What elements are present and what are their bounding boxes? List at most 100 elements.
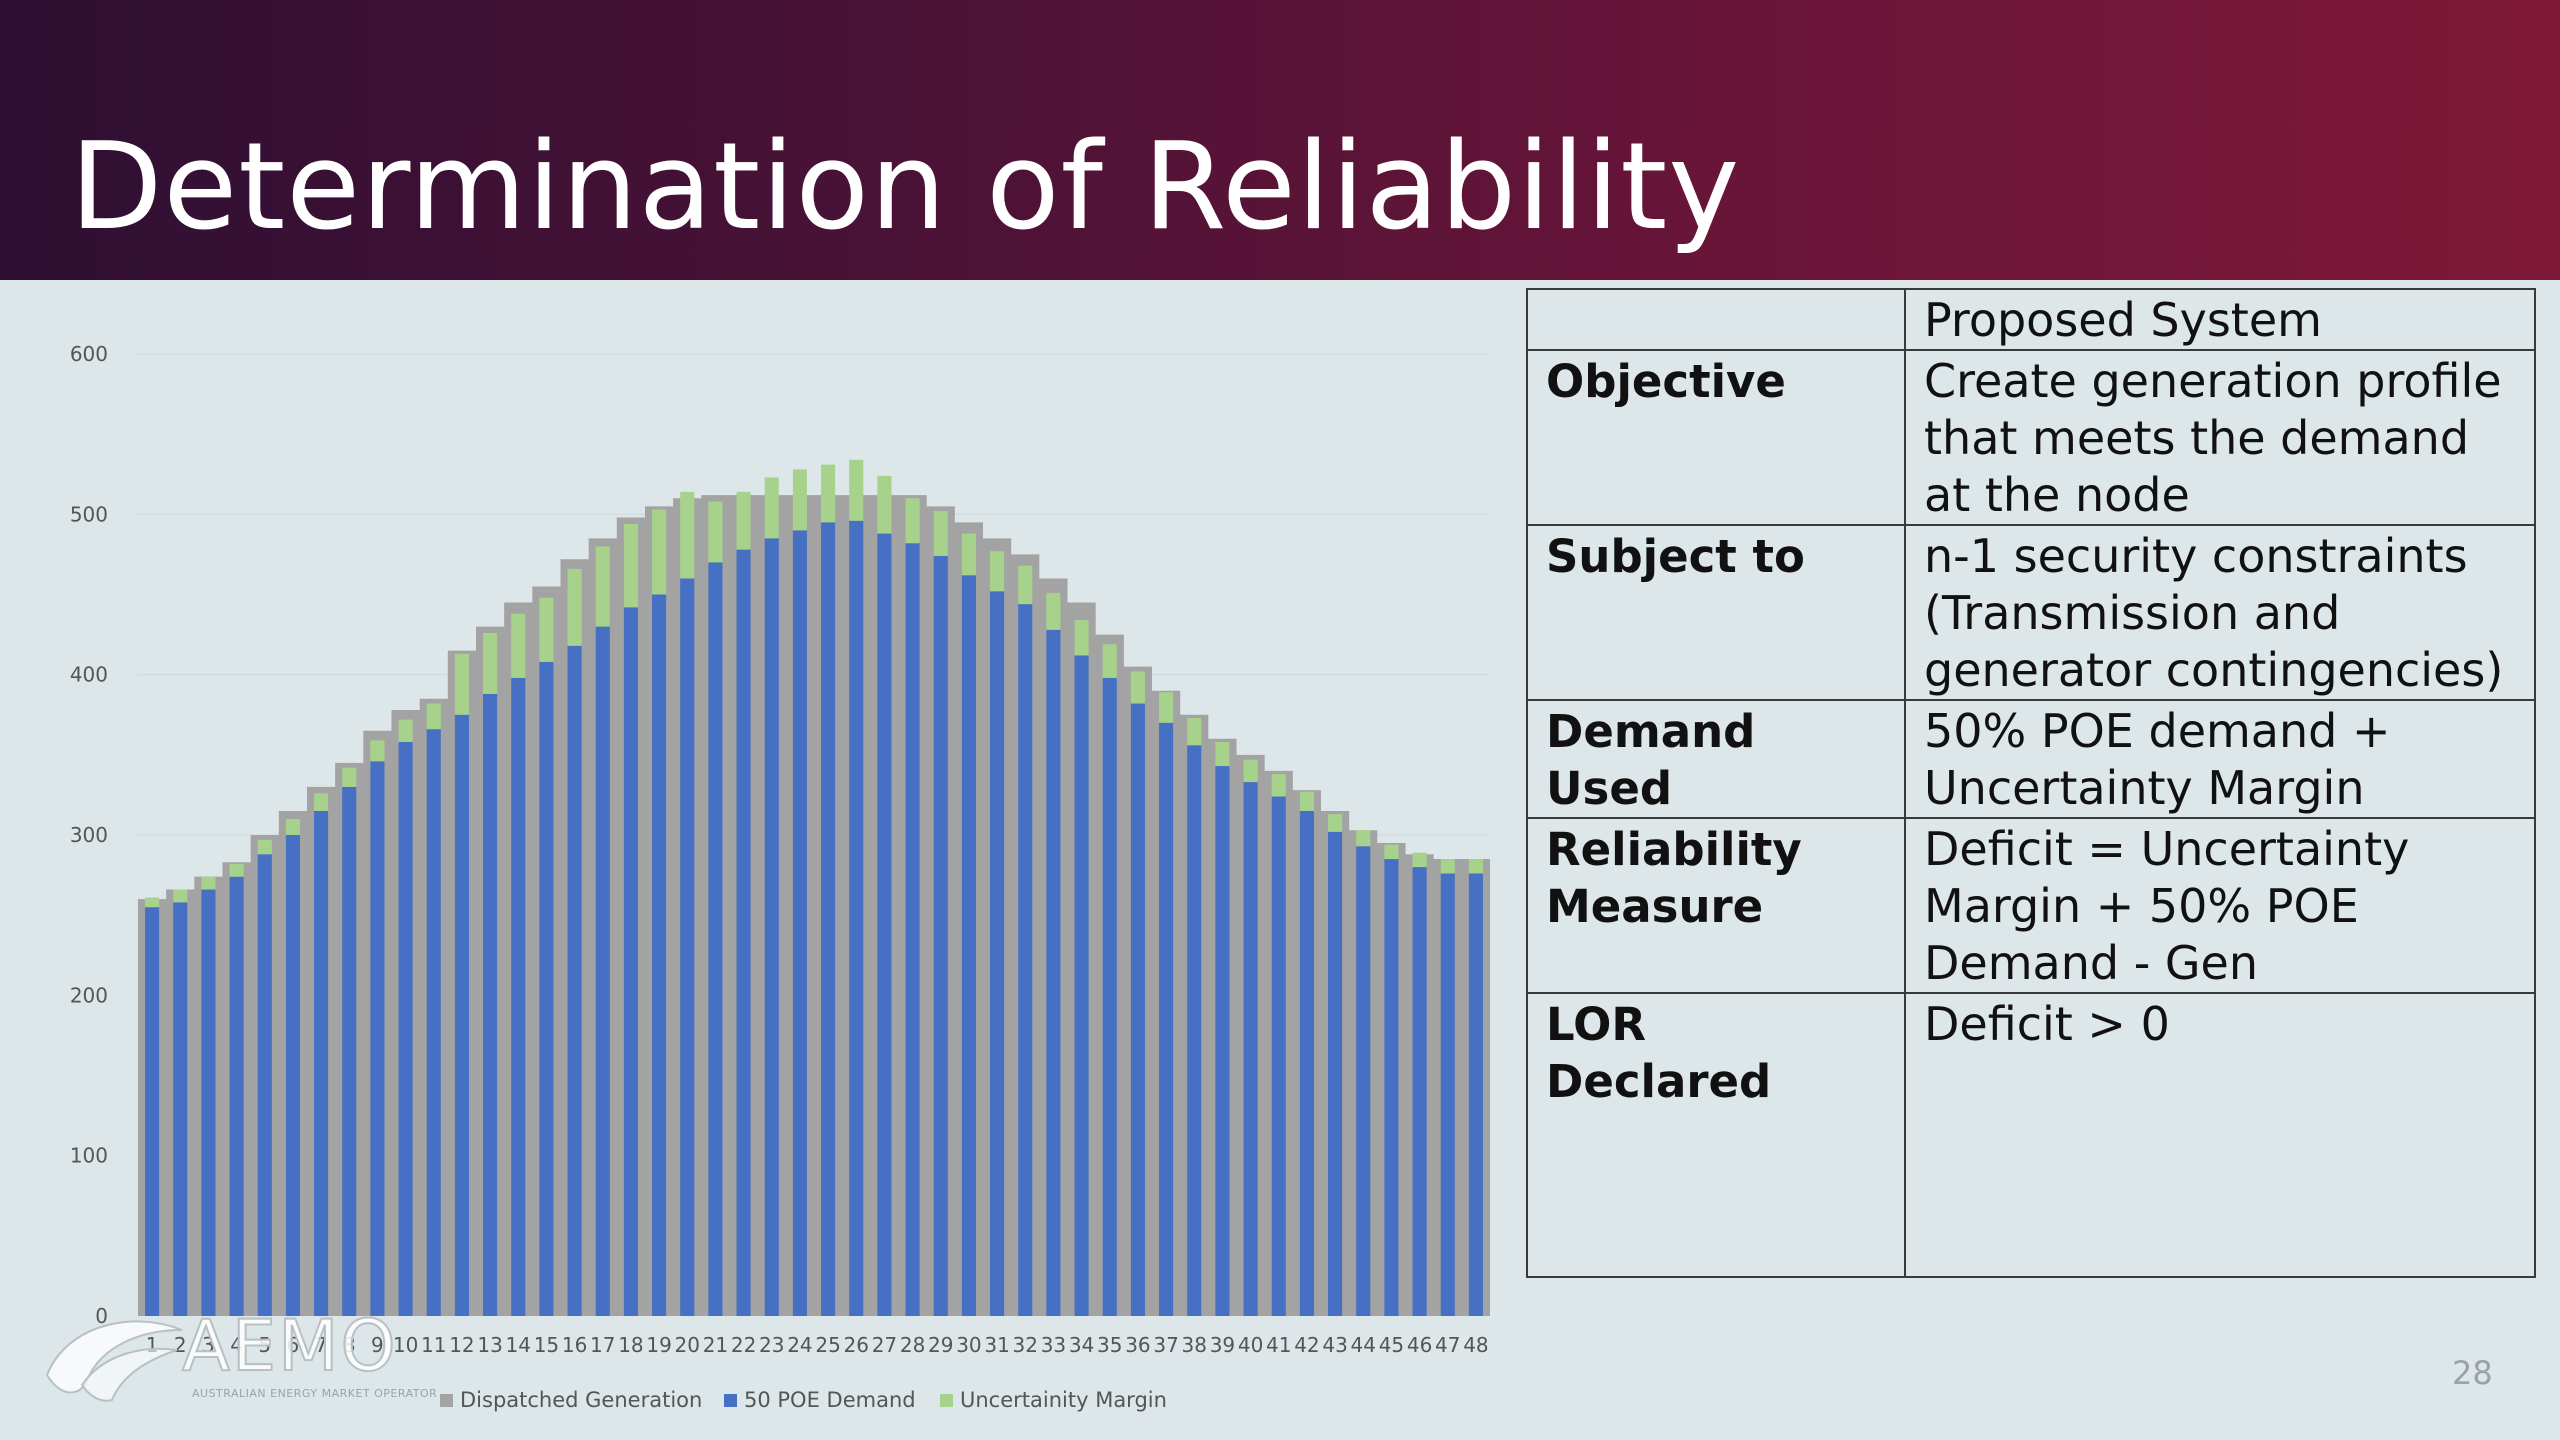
x-tick-label: 48 [1463, 1333, 1488, 1357]
x-tick-label: 41 [1266, 1333, 1291, 1357]
x-tick-label: 27 [872, 1333, 897, 1357]
uncertainty-bar [1159, 692, 1174, 723]
y-tick-label: 600 [70, 342, 108, 366]
uncertainty-bar [370, 740, 385, 762]
x-tick-label: 3 [202, 1333, 215, 1357]
uncertainty-bar [652, 509, 667, 595]
uncertainty-bar [1356, 830, 1371, 847]
table-row-value: Deficit > 0 [1904, 992, 2536, 1278]
demand-bar [792, 530, 807, 1316]
demand-bar [1356, 846, 1371, 1316]
x-tick-label: 43 [1322, 1333, 1347, 1357]
table-row-value: n-1 security constraints (Transmission a… [1904, 524, 2536, 701]
x-tick-label: 36 [1125, 1333, 1150, 1357]
dispatched-generation-area [138, 495, 1490, 1316]
x-tick-label: 46 [1407, 1333, 1432, 1357]
uncertainty-bar [736, 491, 751, 550]
demand-bar [1074, 655, 1089, 1316]
reliability-table: Proposed System Objective Create generat… [1526, 288, 2536, 1278]
table-header-proposed-system: Proposed System [1904, 288, 2536, 351]
demand-bar [1384, 859, 1399, 1316]
demand-bar [398, 742, 413, 1316]
table-row-key: LOR Declared [1526, 992, 1906, 1278]
legend-label: Uncertainity Margin [960, 1388, 1167, 1412]
uncertainty-bar [1328, 814, 1343, 832]
demand-bar [708, 562, 723, 1316]
uncertainty-bar [398, 719, 413, 743]
x-tick-label: 17 [590, 1333, 615, 1357]
table-header-row: Proposed System [1526, 288, 2536, 351]
uncertainty-bar [1018, 565, 1033, 605]
x-tick-label: 26 [844, 1333, 869, 1357]
y-tick-label: 100 [70, 1144, 108, 1168]
x-tick-label: 20 [675, 1333, 700, 1357]
uncertainty-bar [511, 613, 526, 678]
x-tick-label: 6 [287, 1333, 300, 1357]
demand-bar [257, 854, 272, 1316]
y-tick-label: 500 [70, 502, 108, 526]
x-tick-label: 24 [787, 1333, 812, 1357]
x-tick-label: 15 [534, 1333, 559, 1357]
table-row: Demand Used 50% POE demand + Uncertainty… [1526, 699, 2536, 819]
x-tick-label: 14 [506, 1333, 531, 1357]
table-row: Subject to n-1 security constraints (Tra… [1526, 524, 2536, 701]
demand-bar [1468, 873, 1483, 1316]
demand-bar [595, 626, 610, 1316]
uncertainty-bar [1412, 852, 1427, 868]
legend-swatch [940, 1394, 953, 1407]
table-row-key: Demand Used [1526, 699, 1906, 819]
uncertainty-bar [623, 523, 638, 608]
uncertainty-bar [483, 632, 498, 694]
demand-bar [652, 594, 667, 1316]
x-tick-label: 44 [1351, 1333, 1376, 1357]
table-row-key: Reliability Measure [1526, 817, 1906, 994]
demand-bar [1243, 782, 1258, 1316]
uncertainty-bar [1299, 791, 1314, 811]
x-tick-label: 47 [1435, 1333, 1460, 1357]
uncertainty-bar [990, 551, 1005, 592]
demand-bar [1271, 796, 1286, 1316]
x-tick-label: 34 [1069, 1333, 1094, 1357]
aemo-logo: AEMO AUSTRALIAN ENERGY MARKET OPERATOR [42, 1304, 437, 1405]
uncertainty-bar [1243, 759, 1258, 783]
x-tick-label: 22 [731, 1333, 756, 1357]
demand-bar [1130, 703, 1145, 1316]
demand-bar [1328, 831, 1343, 1316]
table-row-value: 50% POE demand + Uncertainty Margin [1904, 699, 2536, 819]
uncertainty-bar [680, 491, 695, 579]
x-tick-label: 18 [618, 1333, 643, 1357]
demand-bar [285, 835, 300, 1316]
x-tick-label: 42 [1294, 1333, 1319, 1357]
demand-bar [961, 575, 976, 1316]
demand-bar [1412, 867, 1427, 1316]
x-tick-label: 5 [258, 1333, 271, 1357]
x-tick-label: 23 [759, 1333, 784, 1357]
table-row: LOR Declared Deficit > 0 [1526, 992, 2536, 1278]
demand-bar [1187, 745, 1202, 1316]
demand-bar [905, 543, 920, 1316]
uncertainty-bar [1440, 859, 1455, 874]
demand-bar [1299, 810, 1314, 1316]
uncertainty-bar [539, 597, 554, 662]
x-tick-label: 40 [1238, 1333, 1263, 1357]
demand-bar [201, 889, 216, 1316]
uncertainty-bar [173, 889, 188, 903]
x-tick-label: 38 [1182, 1333, 1207, 1357]
page-number: 28 [2452, 1354, 2493, 1392]
table-row-key: Subject to [1526, 524, 1906, 701]
uncertainty-bar [201, 876, 216, 890]
uncertainty-bar [595, 546, 610, 627]
uncertainty-bar [933, 511, 948, 557]
uncertainty-bar [792, 469, 807, 531]
demand-bar [483, 693, 498, 1316]
demand-bar [821, 522, 836, 1316]
uncertainty-bar [285, 818, 300, 835]
uncertainty-bar [905, 498, 920, 544]
demand-bar [933, 556, 948, 1316]
demand-bar [764, 538, 779, 1316]
demand-bar [314, 810, 329, 1316]
uncertainty-bar [342, 767, 357, 787]
x-tick-label: 45 [1379, 1333, 1404, 1357]
uncertainty-bar [1215, 742, 1230, 767]
table-row-value: Create generation profile that meets the… [1904, 349, 2536, 526]
